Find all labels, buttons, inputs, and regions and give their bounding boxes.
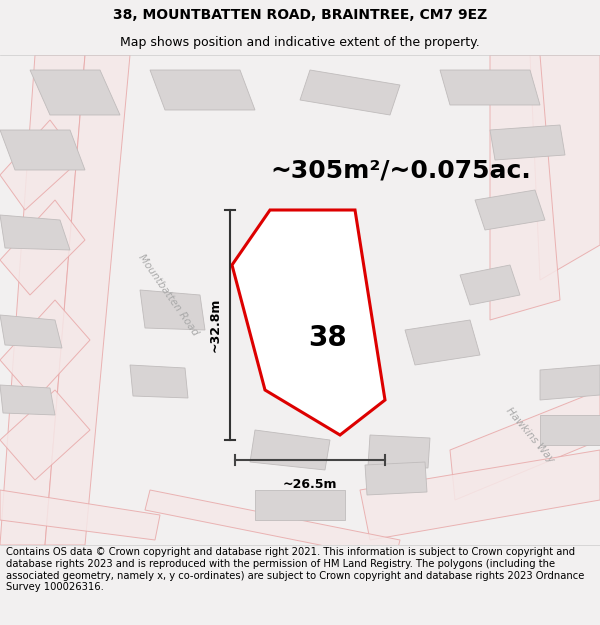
Polygon shape bbox=[360, 450, 600, 540]
Polygon shape bbox=[368, 435, 430, 468]
Polygon shape bbox=[150, 70, 255, 110]
Polygon shape bbox=[0, 120, 80, 210]
Polygon shape bbox=[0, 200, 85, 295]
Text: ~305m²/~0.075ac.: ~305m²/~0.075ac. bbox=[270, 158, 531, 182]
Polygon shape bbox=[440, 70, 540, 105]
Polygon shape bbox=[232, 210, 385, 435]
Polygon shape bbox=[365, 462, 427, 495]
Polygon shape bbox=[30, 70, 120, 115]
Polygon shape bbox=[0, 130, 85, 170]
Text: Map shows position and indicative extent of the property.: Map shows position and indicative extent… bbox=[120, 36, 480, 49]
Text: ~32.8m: ~32.8m bbox=[209, 298, 222, 352]
Polygon shape bbox=[490, 125, 565, 160]
Polygon shape bbox=[460, 265, 520, 305]
Polygon shape bbox=[250, 430, 330, 470]
Polygon shape bbox=[540, 365, 600, 400]
Text: ~26.5m: ~26.5m bbox=[283, 478, 337, 491]
Text: Mountbatten Road: Mountbatten Road bbox=[136, 253, 200, 338]
Text: 38: 38 bbox=[308, 324, 347, 352]
Polygon shape bbox=[0, 385, 55, 415]
Polygon shape bbox=[490, 55, 560, 320]
Polygon shape bbox=[140, 290, 205, 330]
Polygon shape bbox=[0, 300, 90, 400]
Polygon shape bbox=[405, 320, 480, 365]
Polygon shape bbox=[0, 315, 62, 348]
Polygon shape bbox=[0, 390, 90, 480]
Polygon shape bbox=[145, 490, 400, 560]
Polygon shape bbox=[475, 190, 545, 230]
Text: Contains OS data © Crown copyright and database right 2021. This information is : Contains OS data © Crown copyright and d… bbox=[6, 548, 584, 592]
Text: 38, MOUNTBATTEN ROAD, BRAINTREE, CM7 9EZ: 38, MOUNTBATTEN ROAD, BRAINTREE, CM7 9EZ bbox=[113, 8, 487, 22]
Polygon shape bbox=[0, 490, 160, 540]
Polygon shape bbox=[540, 415, 600, 445]
Polygon shape bbox=[45, 55, 130, 545]
Polygon shape bbox=[255, 490, 345, 520]
Polygon shape bbox=[0, 55, 85, 545]
Polygon shape bbox=[450, 390, 600, 500]
Polygon shape bbox=[130, 365, 188, 398]
Text: Hawkins Way: Hawkins Way bbox=[504, 406, 556, 464]
Polygon shape bbox=[0, 215, 70, 250]
Polygon shape bbox=[300, 70, 400, 115]
Polygon shape bbox=[530, 55, 600, 280]
